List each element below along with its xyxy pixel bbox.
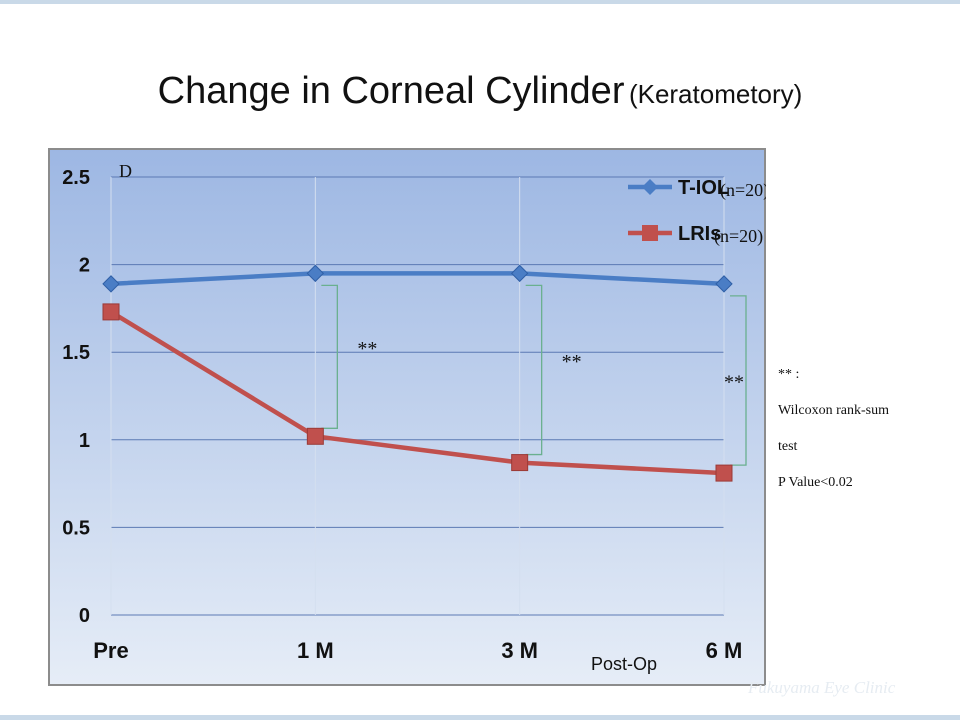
- series-line-t-iol: [110, 271, 725, 287]
- significance-bracket: [321, 284, 338, 429]
- data-point-t-iol: [306, 264, 325, 283]
- y-tick-label: 2: [79, 255, 90, 277]
- x-tick-label: 1 M: [297, 638, 334, 663]
- bottom-border: [0, 715, 960, 720]
- watermark: Fukuyama Eye Clinic: [748, 678, 896, 697]
- significance-bracket: [730, 295, 747, 466]
- series-line-lris: [109, 309, 725, 476]
- data-point-lris: [102, 303, 120, 321]
- note-line-4: P Value<0.02: [778, 475, 853, 490]
- x-tick-label: 3 M: [501, 638, 538, 663]
- legend-n-label: (n=20): [720, 180, 766, 201]
- data-point-lris: [306, 427, 324, 445]
- y-tick-label: 1: [79, 430, 90, 452]
- legend-label-t-iol: T-IOL: [678, 177, 729, 199]
- significance-note: ** : Wilcoxon rank-sum test P Value<0.02: [778, 348, 889, 510]
- legend-label-lris: LRIs: [678, 223, 721, 245]
- y-axis-label: D: [119, 161, 132, 181]
- title-main: Change in Corneal Cylinder: [157, 70, 625, 112]
- top-border: [0, 0, 960, 4]
- y-tick-label: 0.5: [62, 517, 90, 539]
- data-point-t-iol: [715, 275, 733, 293]
- data-point-t-iol: [102, 275, 120, 293]
- note-line-1: ** :: [778, 367, 800, 382]
- data-point-t-iol: [510, 264, 529, 283]
- x-axis-label: Post-Op: [591, 654, 657, 674]
- y-tick-label: 1.5: [62, 342, 90, 364]
- y-tick-label: 2.5: [62, 167, 90, 189]
- legend-n-label: (n=20): [714, 226, 763, 247]
- data-point-lris: [715, 464, 733, 482]
- significance-bracket: [525, 284, 543, 456]
- x-tick-label: 6 M: [706, 638, 743, 663]
- title-sub: (Keratometory): [628, 79, 803, 109]
- legend-marker-t-iol: [642, 179, 658, 195]
- legend-marker-lris: [642, 225, 658, 241]
- note-line-2: Wilcoxon rank-sum: [778, 403, 890, 418]
- y-tick-label: 0: [79, 605, 90, 627]
- x-tick-label: Pre: [93, 638, 128, 663]
- significance-label: **: [562, 351, 582, 373]
- note-line-3: test: [778, 439, 798, 454]
- slide-title: Change in Corneal Cylinder (Keratometory…: [0, 70, 960, 113]
- significance-label: **: [357, 338, 377, 360]
- significance-label: **: [724, 371, 744, 393]
- data-point-lris: [511, 454, 529, 472]
